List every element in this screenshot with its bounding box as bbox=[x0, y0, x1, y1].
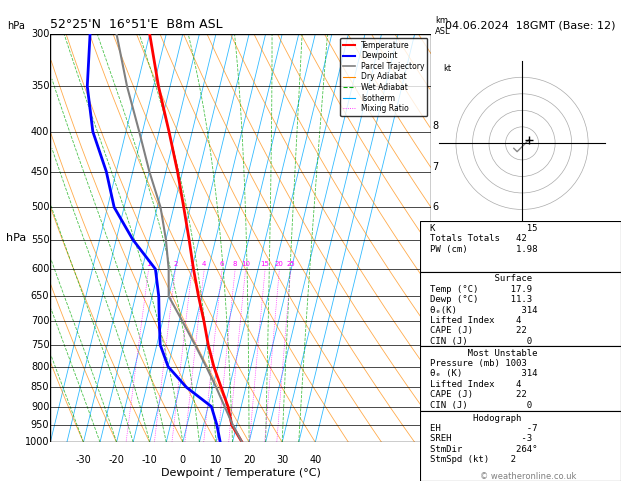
Text: 8: 8 bbox=[432, 121, 438, 131]
Text: 3: 3 bbox=[432, 319, 438, 329]
Text: 550: 550 bbox=[31, 235, 49, 244]
Text: © weatheronline.co.uk: © weatheronline.co.uk bbox=[480, 472, 577, 481]
Legend: Temperature, Dewpoint, Parcel Trajectory, Dry Adiabat, Wet Adiabat, Isotherm, Mi: Temperature, Dewpoint, Parcel Trajectory… bbox=[340, 38, 428, 116]
Text: 2: 2 bbox=[173, 261, 177, 267]
Text: 400: 400 bbox=[31, 126, 49, 137]
Text: Mixing Ratio (g/kg): Mixing Ratio (g/kg) bbox=[457, 233, 467, 325]
Text: 1000: 1000 bbox=[25, 437, 49, 447]
Text: 20: 20 bbox=[243, 454, 255, 465]
Text: 300: 300 bbox=[31, 29, 49, 39]
Text: 900: 900 bbox=[31, 401, 49, 412]
Text: 850: 850 bbox=[31, 382, 49, 392]
FancyBboxPatch shape bbox=[420, 411, 621, 481]
Text: -30: -30 bbox=[75, 454, 91, 465]
Text: 1: 1 bbox=[432, 401, 438, 412]
Text: 7: 7 bbox=[432, 162, 438, 172]
Text: 450: 450 bbox=[31, 167, 49, 176]
Text: Surface
Temp (°C)      17.9
Dewp (°C)      11.3
θₑ(K)            314
Lifted Inde: Surface Temp (°C) 17.9 Dewp (°C) 11.3 θₑ… bbox=[430, 275, 538, 346]
Text: 4: 4 bbox=[202, 261, 206, 267]
Text: 8: 8 bbox=[233, 261, 237, 267]
Text: 5: 5 bbox=[432, 241, 438, 251]
Text: 25: 25 bbox=[286, 261, 295, 267]
Text: 10: 10 bbox=[241, 261, 250, 267]
Text: 650: 650 bbox=[31, 291, 49, 301]
FancyBboxPatch shape bbox=[420, 346, 621, 411]
Text: 10: 10 bbox=[210, 454, 222, 465]
Text: LCL: LCL bbox=[432, 406, 447, 415]
FancyBboxPatch shape bbox=[420, 272, 621, 346]
Text: K                 15
Totals Totals   42
PW (cm)         1.98: K 15 Totals Totals 42 PW (cm) 1.98 bbox=[430, 224, 538, 254]
Text: hPa: hPa bbox=[6, 233, 26, 243]
Text: Hodograph
EH                -7
SREH             -3
StmDir          264°
StmSpd (: Hodograph EH -7 SREH -3 StmDir 264° StmS… bbox=[430, 414, 538, 464]
Text: 800: 800 bbox=[31, 362, 49, 372]
Text: 950: 950 bbox=[31, 420, 49, 430]
Text: Most Unstable
Pressure (mb) 1003
θₑ (K)           314
Lifted Index    4
CAPE (J): Most Unstable Pressure (mb) 1003 θₑ (K) … bbox=[430, 348, 538, 410]
Text: -10: -10 bbox=[142, 454, 157, 465]
Text: Dewpoint / Temperature (°C): Dewpoint / Temperature (°C) bbox=[161, 468, 321, 478]
Text: 20: 20 bbox=[275, 261, 284, 267]
Text: 0: 0 bbox=[180, 454, 186, 465]
Text: 500: 500 bbox=[31, 202, 49, 212]
Text: 350: 350 bbox=[31, 81, 49, 91]
Title: 04.06.2024  18GMT (Base: 12): 04.06.2024 18GMT (Base: 12) bbox=[445, 20, 615, 31]
Text: hPa: hPa bbox=[7, 21, 25, 31]
Text: 700: 700 bbox=[31, 316, 49, 326]
Text: 52°25'N  16°51'E  B8m ASL: 52°25'N 16°51'E B8m ASL bbox=[50, 18, 223, 32]
Text: 6: 6 bbox=[220, 261, 225, 267]
Text: 6: 6 bbox=[432, 202, 438, 212]
Text: 1: 1 bbox=[147, 261, 151, 267]
Text: km
ASL: km ASL bbox=[435, 16, 450, 35]
FancyBboxPatch shape bbox=[420, 221, 621, 272]
Text: 30: 30 bbox=[276, 454, 288, 465]
Text: 750: 750 bbox=[31, 340, 49, 350]
Text: 3: 3 bbox=[190, 261, 194, 267]
Text: 15: 15 bbox=[260, 261, 270, 267]
Text: 4: 4 bbox=[432, 280, 438, 291]
Text: 600: 600 bbox=[31, 264, 49, 274]
Text: kt: kt bbox=[443, 64, 451, 73]
Text: -20: -20 bbox=[109, 454, 125, 465]
Text: 2: 2 bbox=[432, 360, 438, 369]
Text: 40: 40 bbox=[309, 454, 321, 465]
